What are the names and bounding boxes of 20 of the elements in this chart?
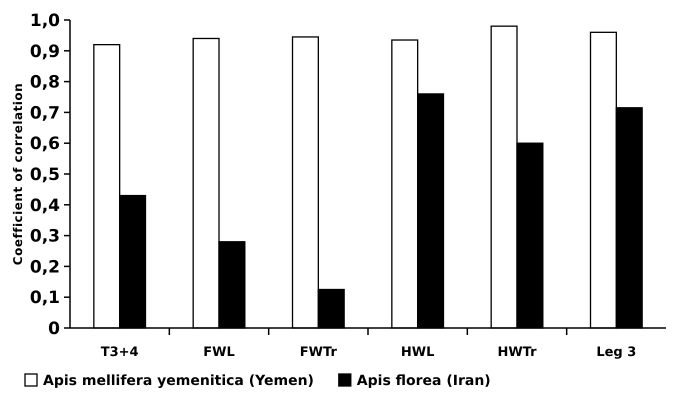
y-tick-label: 0,5 [30,164,60,185]
x-tick-label: HWL [400,345,434,360]
legend-label: Apis florea (Iran) [356,373,491,389]
x-tick-label: Leg 3 [596,345,636,360]
y-tick-label: 1,0 [30,10,60,31]
y-tick-label: 0,7 [30,103,60,124]
x-tick-label: FWL [203,345,235,360]
y-tick-label: 0,1 [30,288,60,308]
x-tick-label: FWTr [300,345,338,360]
y-tick-label: 0,3 [30,226,60,247]
x-tick-label: HWTr [497,345,538,360]
y-tick-label: 0,8 [30,72,60,93]
x-tick-label: T3+4 [100,345,139,360]
y-tick-label: 0,2 [30,257,60,278]
y-axis-title: Coefficient of correlation [11,82,25,266]
y-tick-label: 0 [48,318,60,339]
y-tick-label: 0,6 [30,134,60,154]
y-tick-label: 0,9 [30,42,60,62]
y-tick-label: 0,4 [30,196,60,216]
legend-label: Apis mellifera yemenitica (Yemen) [43,373,314,389]
